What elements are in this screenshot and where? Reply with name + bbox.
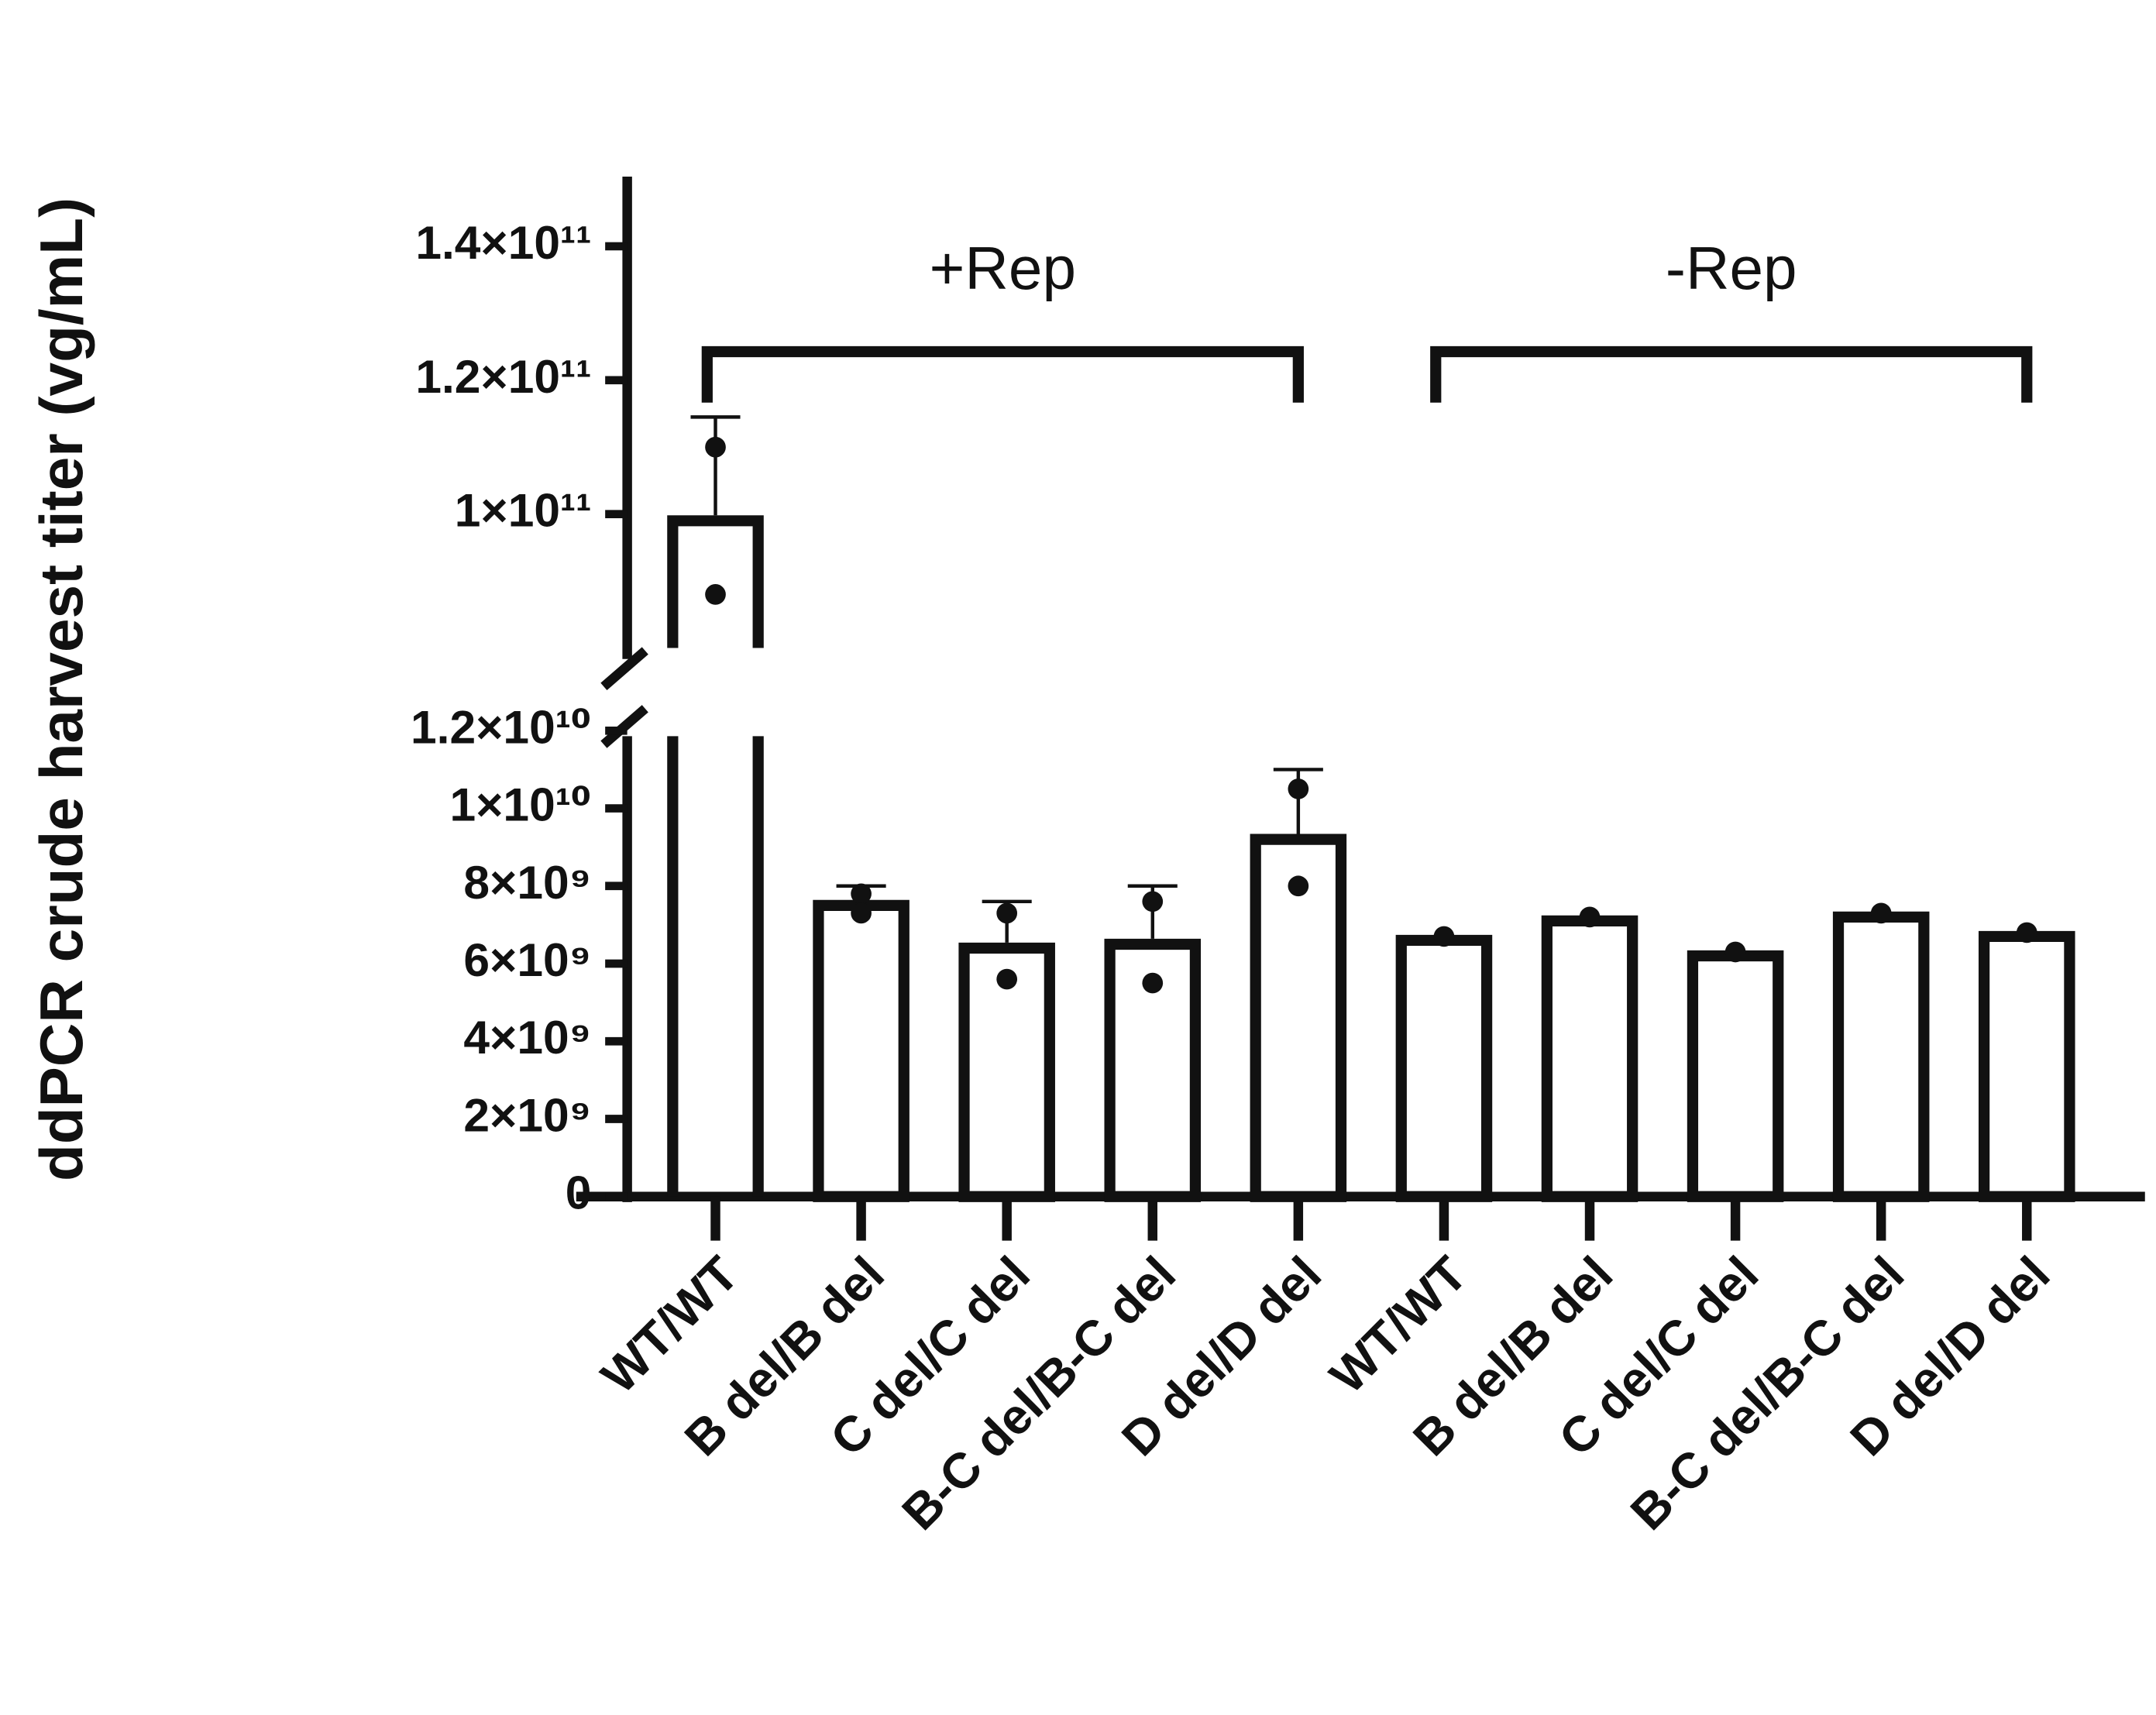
y-tick-label: 1.2×10¹⁰ bbox=[411, 700, 591, 753]
group-bracket bbox=[1430, 345, 2033, 403]
bar bbox=[1250, 833, 1347, 1202]
group-bracket bbox=[701, 345, 1304, 403]
data-point bbox=[851, 902, 872, 924]
bar bbox=[1687, 950, 1784, 1202]
y-tick-label: 1×10¹⁰ bbox=[449, 778, 591, 831]
bar bbox=[813, 899, 910, 1202]
x-tick-label: B-C del/B-C del bbox=[1620, 1246, 1915, 1541]
data-point bbox=[1142, 972, 1164, 994]
data-point bbox=[996, 968, 1018, 990]
data-point bbox=[2016, 922, 2037, 943]
x-tick-label: B-C del/B-C del bbox=[891, 1246, 1186, 1541]
y-tick-label: 2×10⁹ bbox=[463, 1088, 591, 1141]
data-point bbox=[1288, 778, 1309, 799]
bar bbox=[1832, 911, 1930, 1202]
data-point bbox=[1870, 902, 1892, 924]
axis-break bbox=[600, 647, 648, 691]
y-tick-label: 1×10¹¹ bbox=[455, 484, 592, 537]
bar bbox=[667, 736, 764, 1197]
bar bbox=[1541, 915, 1638, 1202]
y-axis-label: ddPCR crude harvest titer (vg/mL) bbox=[27, 198, 95, 1181]
bar bbox=[1395, 934, 1493, 1202]
data-point bbox=[996, 902, 1018, 924]
bar bbox=[958, 942, 1055, 1202]
data-point bbox=[1579, 906, 1601, 928]
group-label: +Rep bbox=[930, 234, 1076, 302]
data-point bbox=[1433, 926, 1455, 947]
data-point bbox=[705, 584, 726, 605]
data-point bbox=[1142, 891, 1164, 912]
y-tick-label: 1.4×10¹¹ bbox=[415, 216, 591, 269]
y-tick-label: 6×10⁹ bbox=[463, 933, 591, 986]
data-point bbox=[1288, 875, 1309, 897]
data-point bbox=[705, 436, 726, 458]
group-label: -Rep bbox=[1666, 234, 1797, 302]
bar bbox=[1104, 938, 1202, 1202]
y-tick-label: 1.2×10¹¹ bbox=[415, 350, 591, 403]
y-tick-label: 4×10⁹ bbox=[463, 1011, 591, 1064]
data-point bbox=[1724, 941, 1746, 963]
y-tick-label: 8×10⁹ bbox=[463, 856, 591, 909]
bar bbox=[1978, 930, 2075, 1202]
data-point bbox=[851, 883, 872, 905]
y-tick-label: 0 bbox=[566, 1167, 592, 1219]
